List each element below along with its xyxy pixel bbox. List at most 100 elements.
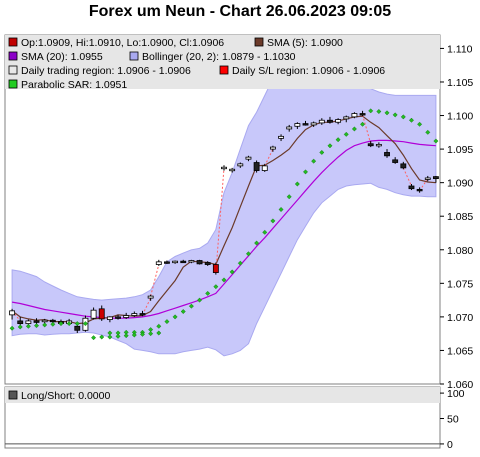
sar-dot: [156, 330, 162, 336]
sar-dot: [286, 194, 292, 200]
candle: [286, 124, 293, 132]
candle-body: [131, 313, 138, 316]
candle: [359, 110, 366, 117]
candle: [261, 163, 268, 172]
sar-dot: [213, 284, 219, 290]
candle-body: [90, 309, 97, 319]
sar-dot: [294, 181, 300, 187]
sar-dot: [91, 335, 97, 341]
candle: [408, 183, 415, 191]
candle-body: [432, 176, 439, 180]
candle: [212, 262, 219, 275]
candle: [294, 122, 301, 129]
candle: [172, 260, 179, 264]
sar-dot: [368, 108, 374, 114]
legend-swatch-6: [8, 79, 18, 89]
sar-dot: [229, 269, 235, 275]
candle: [318, 118, 325, 125]
sar-dot: [311, 158, 317, 164]
gap-connector: [402, 167, 412, 187]
sar-dot: [327, 143, 333, 149]
candle-body: [294, 123, 301, 127]
candle: [9, 308, 16, 320]
y-tick-label: 1.075: [447, 278, 473, 290]
legend-label-1: SMA (5): 1.0900: [267, 37, 343, 49]
legend-swatch-0: [8, 37, 18, 47]
sar-dot: [205, 290, 211, 296]
candle: [180, 259, 187, 264]
candle: [237, 162, 244, 168]
candle: [229, 167, 236, 173]
candle-body: [318, 119, 325, 124]
sar-dot: [343, 131, 349, 137]
sar-dot: [17, 324, 23, 330]
sar-dot: [58, 321, 64, 327]
candle-body: [155, 261, 162, 265]
candle-body: [367, 143, 374, 147]
candle: [164, 260, 170, 264]
sar-dot: [197, 297, 203, 303]
candle-body: [335, 119, 342, 123]
legend-label-0: Op:1.0909, Hi:1.0910, Lo:1.0900, Cl:1.09…: [21, 37, 224, 49]
y-tick-label: 1.060: [447, 379, 473, 391]
candle: [269, 145, 276, 152]
bollinger-band: [11, 47, 437, 357]
sar-dot: [107, 334, 113, 340]
y-tick-label: 1.085: [447, 211, 473, 223]
candle-body: [139, 313, 146, 316]
legend-label-2: SMA (20): 1.0955: [21, 51, 103, 63]
legend-swatch-5: [219, 65, 229, 75]
candle: [335, 118, 342, 125]
candle-body: [196, 260, 203, 265]
candle-body: [286, 126, 293, 130]
legend-swatch-4: [8, 65, 18, 75]
candle: [327, 116, 333, 124]
y-tick-label: 1.100: [447, 111, 473, 123]
candle: [416, 187, 423, 193]
y-tick-label: 1.095: [447, 144, 473, 156]
candle: [123, 312, 130, 319]
candle-body: [302, 123, 309, 126]
candle: [221, 165, 227, 171]
sub-y-tick-label: 50: [447, 414, 459, 426]
candle: [253, 160, 260, 173]
sar-dot: [9, 325, 15, 331]
sar-dot: [237, 260, 243, 266]
candle: [196, 259, 203, 265]
candle-body: [269, 146, 276, 150]
candle: [245, 155, 252, 162]
sar-dot: [82, 321, 88, 327]
candle-body: [147, 295, 154, 299]
candle-body: [33, 320, 40, 323]
chart-title: Forex um Neun - Chart 26.06.2023 09:05: [88, 3, 392, 20]
candle-body: [253, 162, 260, 171]
gap-connector: [419, 178, 429, 191]
candle-body: [41, 319, 48, 323]
legend-label-6: Parabolic SAR: 1.0951: [21, 79, 127, 91]
candle: [343, 115, 350, 123]
sar-dot: [408, 117, 414, 123]
candle-body: [49, 319, 56, 323]
candle-body: [384, 152, 390, 157]
candle-body: [400, 163, 407, 169]
candle-body: [327, 119, 333, 123]
candle: [115, 314, 121, 320]
y-tick-label: 1.070: [447, 312, 473, 324]
legend-box: [5, 35, 440, 89]
sar-dot: [188, 303, 194, 309]
candle: [392, 157, 399, 164]
candle: [188, 259, 195, 264]
candle-body: [17, 320, 24, 324]
candle-body: [359, 113, 366, 116]
legend-label-5: Daily S/L region: 1.0906 - 1.0906: [232, 65, 385, 77]
candle: [106, 316, 113, 323]
candle: [147, 294, 154, 301]
sar-dot: [123, 333, 129, 339]
candle-body: [106, 316, 113, 320]
sar-dot: [50, 321, 56, 327]
sub-y-tick-label: 0: [447, 439, 453, 451]
sar-dot: [180, 309, 186, 314]
sar-dot: [384, 110, 390, 116]
candle: [384, 149, 390, 158]
